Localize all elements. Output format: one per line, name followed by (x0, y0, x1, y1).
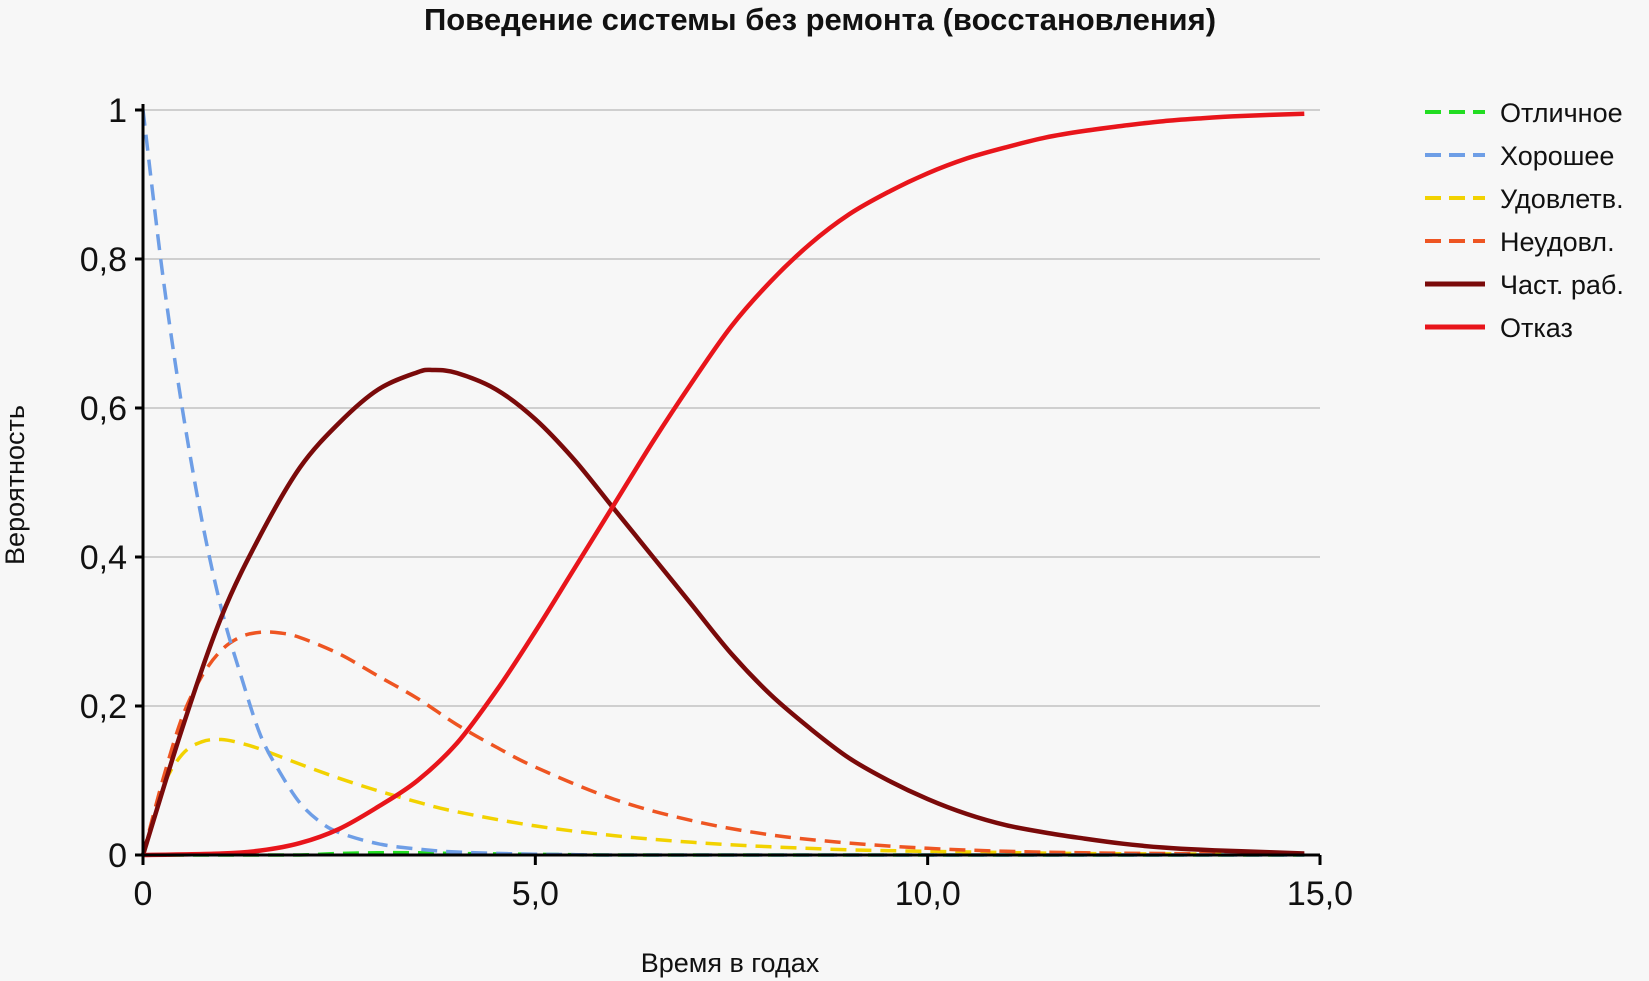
series-line (140, 367, 1305, 856)
series-line (142, 111, 1305, 858)
y-tick-label: 1 (108, 92, 127, 130)
series-layer (140, 109, 1305, 858)
axes (135, 104, 1322, 865)
y-tick-label: 0,6 (80, 390, 127, 428)
legend: Отличное Хорошее Удовлетв. Неудовл. Част. ра… (1425, 98, 1624, 343)
grid-lines (143, 109, 1320, 707)
y-tick-label: 0,2 (80, 688, 127, 726)
x-tick-label: 10,0 (895, 875, 961, 913)
x-tick-label: 15,0 (1287, 875, 1353, 913)
y-tick-label: 0,8 (80, 241, 127, 279)
series-line (141, 109, 1305, 857)
y-tick-label: 0,4 (80, 539, 127, 577)
y-tick-label: 0 (108, 837, 127, 875)
legend-label: Неудовл. (1500, 227, 1615, 257)
legend-label: Хорошее (1500, 141, 1614, 171)
x-axis-label: Время в годах (641, 948, 820, 978)
tick-labels: 0 0,2 0,4 0,6 0,8 1 0 5,0 10,0 15,0 (80, 92, 1353, 913)
x-tick-label: 0 (134, 875, 153, 913)
x-tick-label: 5,0 (512, 875, 559, 913)
legend-label: Част. раб. (1500, 270, 1624, 300)
chart-title: Поведение системы без ремонта (восстанов… (424, 2, 1216, 37)
legend-label: Отказ (1500, 313, 1573, 343)
series-line (141, 630, 1305, 857)
legend-label: Отличное (1500, 98, 1623, 128)
legend-label: Удовлетв. (1500, 184, 1624, 214)
series-line (141, 737, 1305, 857)
y-axis-label: Вероятность (0, 405, 30, 565)
